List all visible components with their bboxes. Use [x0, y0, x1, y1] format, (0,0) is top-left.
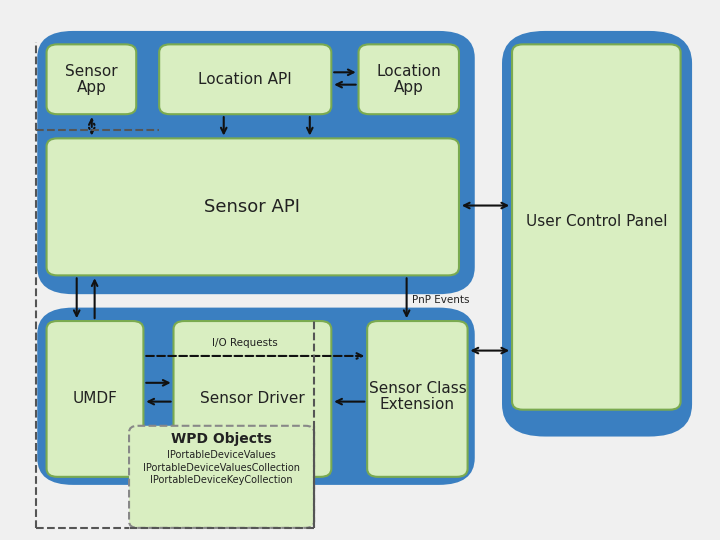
FancyBboxPatch shape: [47, 44, 136, 114]
FancyBboxPatch shape: [47, 138, 459, 275]
Text: I/O Requests: I/O Requests: [212, 338, 278, 348]
Text: Sensor: Sensor: [66, 64, 118, 79]
FancyBboxPatch shape: [47, 321, 143, 477]
Text: PnP Events: PnP Events: [412, 294, 469, 305]
Text: Extension: Extension: [380, 397, 455, 412]
FancyBboxPatch shape: [129, 426, 314, 528]
FancyBboxPatch shape: [174, 321, 331, 477]
Text: App: App: [77, 80, 107, 95]
Text: Location API: Location API: [199, 72, 292, 87]
FancyBboxPatch shape: [37, 308, 474, 485]
FancyBboxPatch shape: [512, 44, 680, 410]
Text: UMDF: UMDF: [72, 392, 117, 407]
FancyBboxPatch shape: [359, 44, 459, 114]
FancyBboxPatch shape: [502, 31, 692, 436]
Text: WPD Objects: WPD Objects: [171, 432, 272, 446]
Text: IPortableDeviceKeyCollection: IPortableDeviceKeyCollection: [150, 475, 293, 484]
Text: IPortableDeviceValues: IPortableDeviceValues: [167, 450, 276, 460]
Text: App: App: [394, 80, 423, 95]
FancyBboxPatch shape: [159, 44, 331, 114]
Text: Sensor API: Sensor API: [204, 198, 300, 215]
Text: IPortableDeviceValuesCollection: IPortableDeviceValuesCollection: [143, 463, 300, 472]
Text: Sensor Class: Sensor Class: [369, 381, 467, 396]
Text: User Control Panel: User Control Panel: [526, 214, 667, 229]
Text: Sensor Driver: Sensor Driver: [200, 392, 305, 407]
FancyBboxPatch shape: [367, 321, 467, 477]
Text: Location: Location: [377, 64, 441, 79]
FancyBboxPatch shape: [37, 31, 474, 294]
